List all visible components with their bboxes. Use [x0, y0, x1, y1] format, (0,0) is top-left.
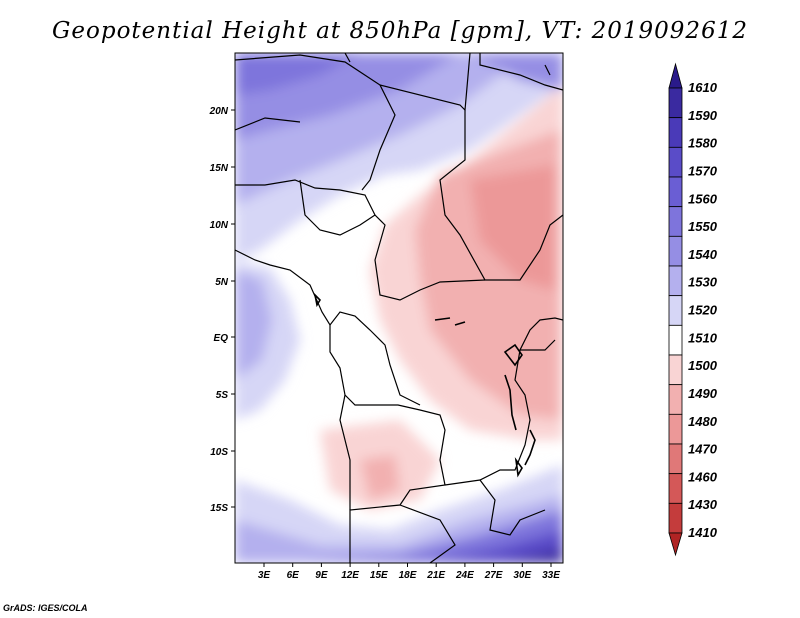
colorbar-label: 1480 [688, 414, 718, 429]
colorbar-label: 1530 [688, 275, 718, 290]
colorbar: 1610 1590 1580 1570 1560 1550 1540 1530 1520 1510… [668, 62, 718, 557]
colorbar-label: 1610 [688, 80, 718, 95]
colorbar-segment [668, 473, 683, 504]
lon-label: 9E [315, 570, 328, 581]
colorbar-label: 1560 [688, 191, 718, 206]
grads-credit: GrADS: IGES/COLA [3, 603, 88, 613]
colorbar-label: 1500 [688, 358, 718, 373]
lon-label: 6E [287, 570, 300, 581]
lon-label: 18E [399, 570, 417, 581]
colorbar-segment [668, 117, 683, 148]
lon-label: 3E [258, 570, 271, 581]
colorbar-label: 1540 [688, 247, 718, 262]
lon-label: 33E [542, 570, 560, 581]
colorbar-segment [668, 87, 683, 119]
colorbar-segment [668, 265, 683, 297]
lon-label: 24E [455, 570, 474, 581]
colorbar-segment [668, 235, 683, 267]
lat-label: 15N [210, 163, 229, 174]
lon-label: 15E [370, 570, 388, 581]
lat-label: 10N [210, 220, 229, 231]
lat-label: EQ [214, 333, 229, 344]
colorbar-bottom-arrow [668, 532, 683, 557]
boundaries [235, 53, 563, 563]
colorbar-label: 1490 [688, 386, 718, 401]
colorbar-label: 1590 [688, 108, 718, 123]
colorbar-segment [668, 354, 683, 386]
colorbar-segment [668, 384, 683, 415]
colorbar-segment [668, 176, 683, 208]
colorbar-segment [668, 324, 683, 356]
colorbar-segment [668, 295, 683, 326]
lon-label: 21E [426, 570, 445, 581]
map-frame [234, 52, 564, 564]
colorbar-label: 1550 [688, 219, 718, 234]
colorbar-label: 1510 [688, 330, 718, 345]
lon-label: 12E [341, 570, 359, 581]
colorbar-top-arrow [668, 62, 683, 89]
colorbar-label: 1580 [688, 136, 718, 151]
longitude-axis: 3E 6E 9E 12E 15E 18E 21E 24E 27E 30E 33E [258, 563, 560, 581]
lon-label: 27E [484, 570, 503, 581]
height-field [235, 53, 563, 563]
colorbar-label: 1410 [688, 525, 718, 540]
colorbar-segment [668, 206, 683, 237]
colorbar-label: 1460 [688, 469, 718, 484]
map-title: Geopotential Height at 850hPa [gpm], VT:… [52, 18, 748, 44]
lat-label: 5N [215, 277, 229, 288]
colorbar-label: 1570 [688, 163, 718, 178]
colorbar-segment [668, 502, 683, 534]
colorbar-label: 1520 [688, 303, 718, 318]
latitude-axis: 20N 15N 10N 5N EQ 5S 10S 15S [209, 106, 235, 514]
colorbar-segment [668, 146, 683, 178]
colorbar-segment [668, 413, 683, 445]
colorbar-label: 1470 [688, 442, 718, 457]
lat-label: 10S [210, 447, 228, 458]
lat-label: 15S [210, 503, 228, 514]
colorbar-segment [668, 443, 683, 475]
lat-label: 5S [216, 390, 229, 401]
colorbar-label: 1430 [688, 497, 718, 512]
lon-label: 30E [513, 570, 531, 581]
lat-label: 20N [209, 106, 229, 117]
